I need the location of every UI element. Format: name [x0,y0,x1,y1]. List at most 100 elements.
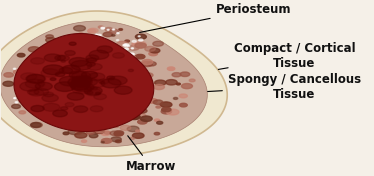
Circle shape [114,131,124,135]
Circle shape [77,47,83,50]
Circle shape [87,79,105,88]
Circle shape [138,114,146,118]
Circle shape [61,57,72,62]
Circle shape [37,61,41,62]
Circle shape [141,116,152,121]
Circle shape [102,66,110,70]
Circle shape [89,134,98,138]
Circle shape [119,110,127,114]
Circle shape [153,100,163,105]
Circle shape [138,72,148,77]
Circle shape [41,83,44,85]
Circle shape [189,79,195,82]
Circle shape [117,54,121,56]
Circle shape [84,86,102,95]
Circle shape [74,83,94,92]
Circle shape [123,44,127,46]
Circle shape [116,40,119,41]
Circle shape [127,103,138,108]
Circle shape [42,96,47,98]
Circle shape [31,105,44,112]
Circle shape [119,29,123,30]
Circle shape [89,54,96,57]
Circle shape [120,101,129,105]
Circle shape [79,52,81,54]
Circle shape [112,49,122,54]
Circle shape [161,109,172,114]
Circle shape [58,72,66,76]
Circle shape [180,103,187,107]
Circle shape [64,53,68,55]
Circle shape [45,70,50,73]
Circle shape [75,117,84,121]
Circle shape [128,45,139,50]
Circle shape [132,65,144,70]
Circle shape [74,106,88,112]
Circle shape [128,69,134,72]
Circle shape [86,114,96,118]
Circle shape [55,55,65,60]
Circle shape [75,107,86,112]
Circle shape [47,111,52,113]
Circle shape [88,121,97,125]
Circle shape [58,90,68,95]
Text: Marrow: Marrow [126,136,176,173]
Circle shape [73,66,82,70]
Circle shape [79,33,83,35]
Circle shape [125,62,132,65]
Circle shape [93,41,97,43]
Circle shape [63,88,72,93]
Circle shape [61,55,72,60]
Circle shape [92,87,98,90]
Circle shape [114,114,124,119]
Circle shape [27,74,46,83]
Circle shape [97,106,104,109]
Circle shape [71,61,92,70]
Circle shape [12,104,21,108]
Circle shape [138,120,147,124]
Circle shape [47,72,52,74]
Circle shape [27,67,30,68]
Circle shape [73,101,79,103]
Circle shape [97,46,113,53]
Circle shape [65,103,74,107]
Circle shape [34,61,44,66]
Circle shape [56,57,67,62]
Circle shape [166,80,177,85]
Circle shape [76,65,88,70]
Circle shape [94,40,107,45]
Circle shape [181,84,193,89]
Circle shape [149,52,157,56]
Circle shape [106,51,111,54]
Circle shape [154,119,160,121]
Circle shape [46,37,56,42]
Circle shape [54,115,60,117]
Circle shape [129,114,140,120]
Circle shape [33,86,45,92]
Circle shape [86,58,96,63]
Circle shape [28,89,39,95]
Circle shape [172,73,181,77]
Circle shape [79,78,84,81]
Circle shape [58,55,69,61]
Circle shape [139,39,143,41]
Circle shape [60,48,64,50]
Circle shape [105,27,113,31]
Circle shape [101,139,112,143]
Circle shape [123,113,135,118]
Circle shape [100,53,105,55]
Circle shape [35,86,42,89]
Circle shape [81,78,98,86]
Circle shape [107,76,115,80]
Circle shape [116,140,121,143]
Circle shape [135,54,145,59]
Circle shape [142,59,153,65]
Circle shape [46,46,54,50]
Circle shape [39,112,48,116]
Circle shape [20,77,25,79]
Circle shape [20,81,40,91]
Circle shape [61,45,74,51]
Circle shape [98,79,109,84]
Circle shape [43,71,47,74]
Circle shape [35,82,52,90]
